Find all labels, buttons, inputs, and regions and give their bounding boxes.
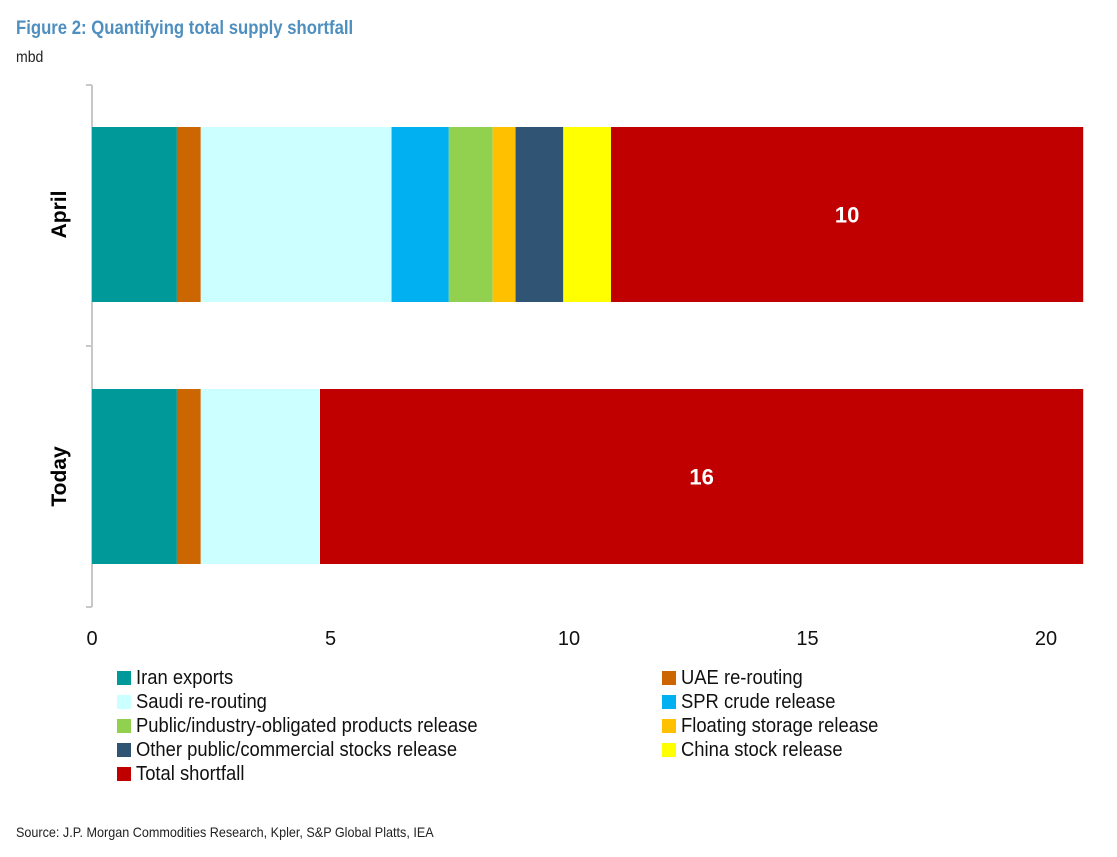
legend-item: Floating storage release [662, 714, 896, 738]
bar-segment [200, 127, 392, 302]
unit-label: mbd [16, 49, 44, 66]
legend-label: UAE re-routing [681, 666, 803, 689]
legend-item: Other public/commercial stocks release [117, 738, 485, 762]
x-tick-label: 0 [86, 628, 97, 650]
legend-swatch [117, 695, 131, 709]
bar-segment [391, 127, 449, 302]
x-tick-label: 10 [558, 628, 580, 650]
category-label: Today [48, 446, 71, 507]
bar-segment [610, 127, 1084, 302]
legend-item: Public/industry-obligated products relea… [117, 714, 507, 738]
legend-swatch [662, 719, 676, 733]
legend-swatch [117, 767, 131, 781]
legend-swatch [117, 743, 131, 757]
x-tick-label: 20 [1035, 628, 1057, 650]
source-note: Source: J.P. Morgan Commodities Research… [16, 824, 434, 840]
bar-segment [92, 127, 177, 302]
legend-label: China stock release [681, 738, 843, 761]
data-label: 16 [689, 465, 713, 490]
chart-title: Figure 2: Quantifying total supply short… [16, 18, 354, 39]
bar-segment [563, 127, 611, 302]
category-label: April [48, 191, 71, 239]
legend-swatch [117, 671, 131, 685]
legend-label: Total shortfall [136, 762, 245, 785]
legend-swatch [662, 695, 676, 709]
legend-item: SPR crude release [662, 690, 849, 714]
legend-label: Other public/commercial stocks release [136, 738, 458, 761]
x-tick-label: 15 [796, 628, 818, 650]
legend-label: Iran exports [136, 666, 234, 689]
legend-item: Saudi re-routing [117, 690, 278, 714]
bar-segment [448, 127, 493, 302]
legend-item: UAE re-routing [662, 666, 813, 690]
x-tick-label: 5 [325, 628, 336, 650]
legend-swatch [662, 743, 676, 757]
bar-segment [515, 127, 564, 302]
bar-segment [492, 127, 516, 302]
legend-label: Saudi re-routing [136, 690, 267, 713]
legend-swatch [662, 671, 676, 685]
legend-item: Total shortfall [117, 762, 254, 786]
bar-segment [176, 127, 201, 302]
legend-item: China stock release [662, 738, 857, 762]
data-label: 10 [835, 203, 859, 228]
bar-segment [320, 389, 1084, 564]
legend-item: Iran exports [117, 666, 242, 690]
legend-label: Floating storage release [681, 714, 879, 737]
legend-label: Public/industry-obligated products relea… [136, 714, 478, 737]
legend-label: SPR crude release [681, 690, 836, 713]
bar-segment [92, 389, 177, 564]
bar-segment [176, 389, 201, 564]
bar-segment [200, 389, 321, 564]
legend-swatch [117, 719, 131, 733]
